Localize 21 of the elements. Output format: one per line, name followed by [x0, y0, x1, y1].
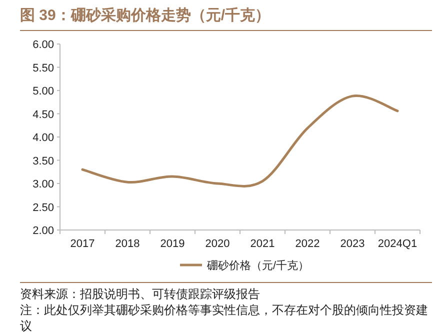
y-tick-label: 4.00 [32, 132, 54, 144]
x-tick-label: 2018 [115, 238, 140, 250]
y-tick-label: 5.50 [32, 62, 54, 74]
text: 资料来源：招股说明书、可转债跟踪评级报告 [20, 286, 261, 302]
y-tick-label: 3.50 [32, 155, 54, 168]
chart-title: 图 39：硼砂采购价格走势（元/千克） [20, 6, 270, 25]
y-tick-label: 4.50 [32, 108, 54, 121]
x-tick-label: 2024Q1 [378, 238, 418, 250]
x-tick-label: 2023 [340, 238, 365, 250]
text: 注：此处仅列举其硼砂采购价格等事实性信息，不存在对个股的倾向性投资建议 [20, 302, 429, 334]
y-tick-label: 5.00 [32, 86, 54, 98]
y-tick-label: 2.00 [32, 225, 54, 237]
x-tick-label: 2017 [70, 238, 95, 250]
y-tick-label: 3.00 [32, 178, 54, 190]
x-tick-label: 2019 [160, 238, 185, 250]
y-tick-label: 6.00 [32, 39, 54, 51]
x-tick-label: 2020 [205, 238, 230, 250]
x-tick-label: 2022 [295, 238, 320, 250]
y-tick-label: 2.50 [32, 202, 54, 214]
legend-label: 硼砂价格（元/千克） [206, 259, 310, 272]
x-tick-label: 2021 [250, 238, 275, 250]
